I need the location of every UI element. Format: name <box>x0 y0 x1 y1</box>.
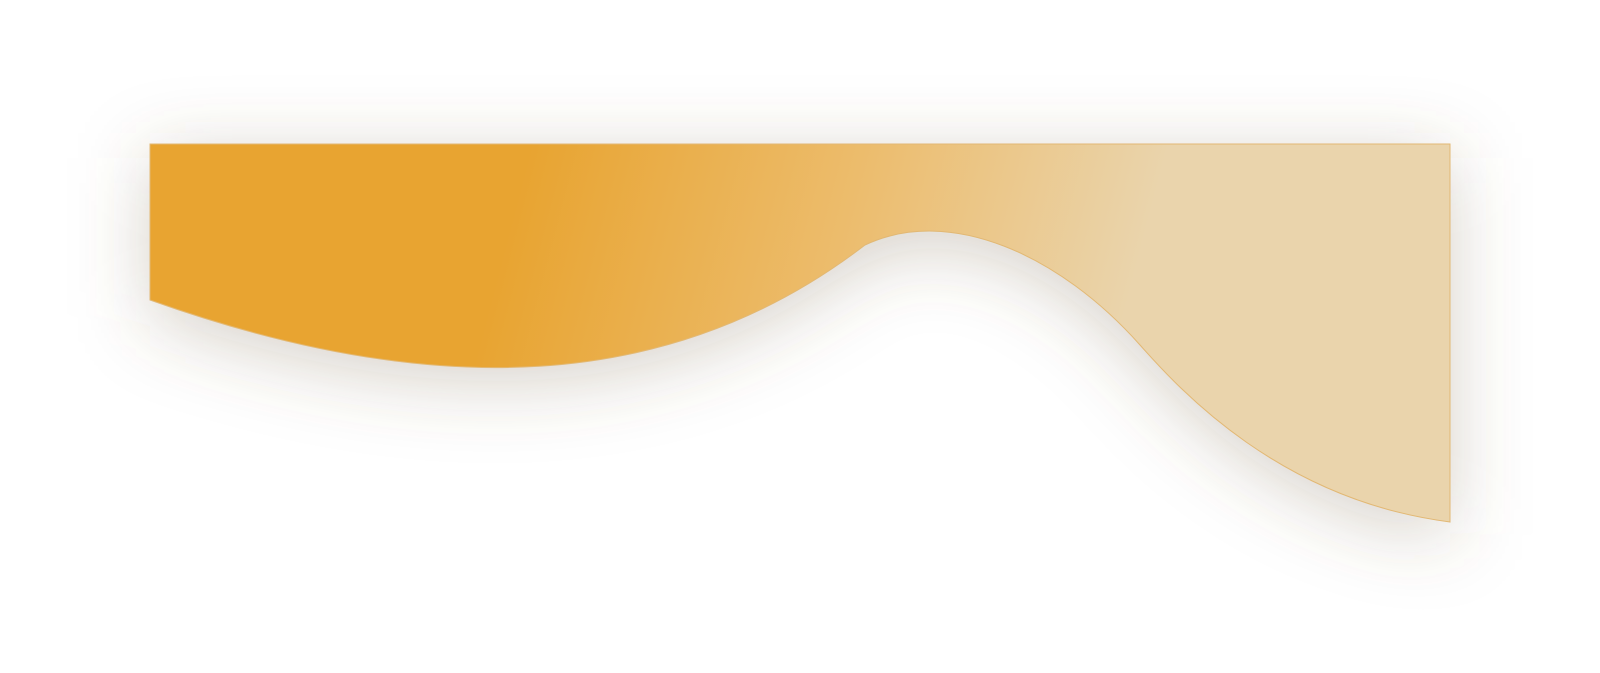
banner-shape <box>149 143 1451 523</box>
